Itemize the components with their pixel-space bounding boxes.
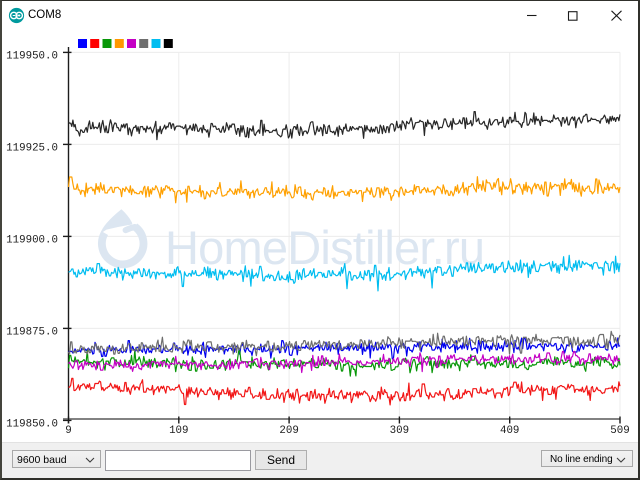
svg-text:209: 209	[279, 425, 298, 437]
svg-text:119925.0: 119925.0	[6, 142, 58, 154]
svg-text:119850.0: 119850.0	[6, 418, 58, 430]
svg-text:9: 9	[65, 425, 71, 437]
svg-text:309: 309	[390, 425, 409, 437]
svg-text:109: 109	[169, 425, 188, 437]
svg-text:119875.0: 119875.0	[6, 326, 58, 338]
svg-text:119900.0: 119900.0	[6, 234, 58, 246]
svg-text:509: 509	[610, 425, 629, 437]
svg-text:119950.0: 119950.0	[6, 50, 58, 62]
svg-text:HomeDistiller.ru: HomeDistiller.ru	[165, 221, 485, 274]
svg-text:409: 409	[500, 425, 519, 437]
